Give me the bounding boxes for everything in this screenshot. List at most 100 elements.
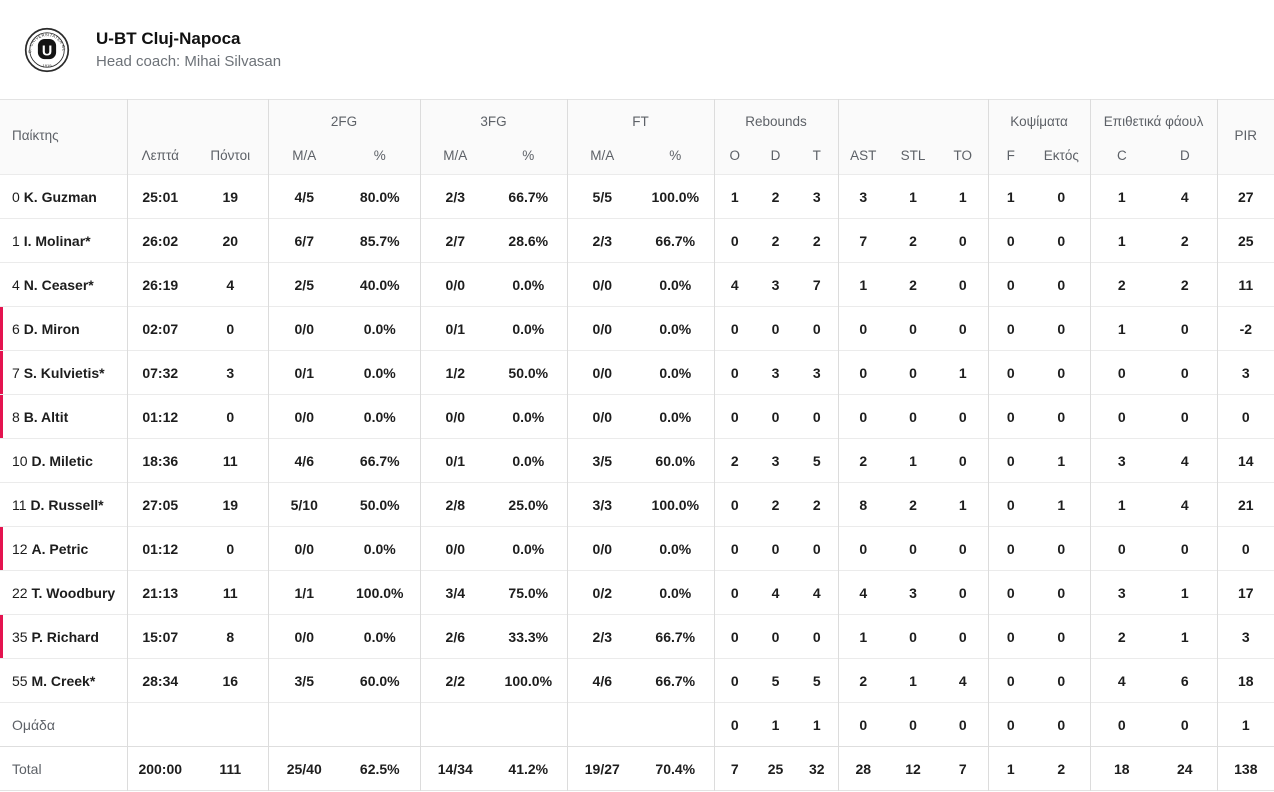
- cell-reb-o: 0: [713, 614, 756, 659]
- cell-blocks-f: 0: [987, 306, 1034, 351]
- player-row: 55 M. Creek* 28:34 16 3/5 60.0% 2/2 100.…: [0, 658, 1274, 703]
- cell-fouls-d: 0: [1153, 526, 1218, 571]
- cell-minutes: 26:19: [126, 262, 193, 307]
- col-header-minutes: Λεπτά: [126, 136, 193, 175]
- cell-fouls-c: 2: [1089, 614, 1154, 659]
- cell-to: 0: [938, 438, 989, 483]
- cell-to: 0: [938, 526, 989, 571]
- cell-reb-t: 32: [796, 746, 839, 791]
- cell-2fg-ma: 25/40: [267, 746, 340, 791]
- cell-2fg-ma: 0/0: [267, 526, 340, 571]
- player-name: T. Woodbury: [31, 584, 116, 601]
- cell-pir: 0: [1216, 526, 1274, 571]
- cell-fouls-c: 4: [1089, 658, 1154, 703]
- player-name: M. Creek*: [31, 672, 96, 689]
- cell-to: 0: [938, 262, 989, 307]
- logo-letter: U: [42, 43, 52, 59]
- cell-pir: 11: [1216, 262, 1274, 307]
- cell-ast: 4: [837, 570, 889, 615]
- cell-3fg-ma: 14/34: [419, 746, 491, 791]
- cell-blocks-out: 0: [1033, 218, 1091, 263]
- cell-pir: 3: [1216, 614, 1274, 659]
- player-number: 4: [12, 276, 20, 293]
- cell-reb-t: 2: [796, 218, 839, 263]
- cell-3fg-pct: 0.0%: [490, 306, 568, 351]
- cell-ft-ma: 0/0: [566, 350, 638, 395]
- cell-ft-ma: 3/3: [566, 482, 638, 527]
- player-name: A. Petric: [31, 540, 89, 557]
- cell-blocks-f: 0: [987, 658, 1034, 703]
- cell-2fg-pct: [340, 702, 421, 747]
- cell-reb-t: 2: [796, 482, 839, 527]
- cell-2fg-ma: 3/5: [267, 658, 340, 703]
- cell-blocks-out: 0: [1033, 262, 1091, 307]
- cell-fouls-c: 18: [1089, 746, 1154, 791]
- cell-pir: 3: [1216, 350, 1274, 395]
- group-header-2fg: 2FG: [267, 99, 421, 137]
- cell-player-name: 55 M. Creek*: [0, 658, 127, 703]
- cell-minutes: 01:12: [126, 526, 193, 571]
- player-row: 6 D. Miron 02:07 0 0/0 0.0% 0/1 0.0% 0/0…: [0, 306, 1274, 351]
- cell-reb-t: 0: [796, 394, 839, 439]
- cell-3fg-ma: 3/4: [419, 570, 491, 615]
- cell-reb-d: 3: [755, 350, 797, 395]
- cell-reb-o: 0: [713, 702, 756, 747]
- cell-points: 8: [193, 614, 268, 659]
- cell-reb-t: 1: [796, 702, 839, 747]
- player-name: S. Kulvietis*: [23, 364, 105, 381]
- cell-blocks-f: 0: [987, 614, 1034, 659]
- cell-pir: 1: [1216, 702, 1274, 747]
- cell-fouls-c: 0: [1089, 702, 1154, 747]
- cell-2fg-pct: 80.0%: [340, 174, 421, 219]
- cell-2fg-pct: 60.0%: [340, 658, 421, 703]
- cell-fouls-d: 2: [1153, 262, 1218, 307]
- cell-player-name: 0 K. Guzman: [0, 174, 127, 219]
- cell-fouls-c: 0: [1089, 350, 1154, 395]
- cell-blocks-out: 0: [1033, 570, 1091, 615]
- cell-minutes: 15:07: [126, 614, 193, 659]
- player-number: 6: [12, 320, 20, 337]
- cell-reb-t: 5: [796, 438, 839, 483]
- cell-ft-pct: 0.0%: [637, 262, 715, 307]
- cell-ft-ma: 4/6: [566, 658, 638, 703]
- cell-reb-o: 1: [713, 174, 756, 219]
- cell-3fg-ma: 0/0: [419, 394, 491, 439]
- cell-reb-d: 2: [755, 218, 797, 263]
- cell-2fg-ma: 0/0: [267, 614, 340, 659]
- cell-pir: -2: [1216, 306, 1274, 351]
- team-row: Ομάδα 0 1 1 0 0 0 0 0 0 0 1: [0, 702, 1274, 747]
- cell-stl: 12: [888, 746, 939, 791]
- cell-ft-ma: [566, 702, 638, 747]
- cell-player-name: 12 A. Petric: [0, 526, 127, 571]
- cell-points: 4: [193, 262, 268, 307]
- cell-ft-pct: 0.0%: [637, 306, 715, 351]
- cell-points: 11: [193, 438, 268, 483]
- cell-reb-t: 0: [796, 306, 839, 351]
- cell-3fg-ma: 2/8: [419, 482, 491, 527]
- cell-pir: 14: [1216, 438, 1274, 483]
- cell-reb-o: 0: [713, 526, 756, 571]
- player-row: 22 T. Woodbury 21:13 11 1/1 100.0% 3/4 7…: [0, 570, 1274, 615]
- cell-ast: 0: [837, 306, 889, 351]
- cell-fouls-d: 0: [1153, 394, 1218, 439]
- col-header-player: Παίκτης: [0, 99, 127, 175]
- col-header-points: Πόντοι: [193, 136, 268, 175]
- cell-2fg-pct: 0.0%: [340, 526, 421, 571]
- cell-ft-pct: 66.7%: [637, 658, 715, 703]
- player-row: 0 K. Guzman 25:01 19 4/5 80.0% 2/3 66.7%…: [0, 174, 1274, 219]
- player-name: K. Guzman: [23, 188, 97, 205]
- cell-3fg-pct: 0.0%: [490, 526, 568, 571]
- player-row: 12 A. Petric 01:12 0 0/0 0.0% 0/0 0.0% 0…: [0, 526, 1274, 571]
- cell-player-name: 11 D. Russell*: [0, 482, 127, 527]
- cell-to: 1: [938, 350, 989, 395]
- cell-player-name: 10 D. Miletic: [0, 438, 127, 483]
- cell-player-name: 7 S. Kulvietis*: [0, 350, 127, 395]
- cell-blocks-out: 0: [1033, 614, 1091, 659]
- cell-3fg-ma: 0/0: [419, 262, 491, 307]
- cell-points: [193, 702, 268, 747]
- cell-fouls-d: 0: [1153, 306, 1218, 351]
- cell-reb-t: 0: [796, 526, 839, 571]
- box-score-table: Παίκτης 2FG 3FG FT Rebounds Κοψίματα Επι…: [0, 99, 1274, 791]
- cell-minutes: 25:01: [126, 174, 193, 219]
- cell-minutes: 26:02: [126, 218, 193, 263]
